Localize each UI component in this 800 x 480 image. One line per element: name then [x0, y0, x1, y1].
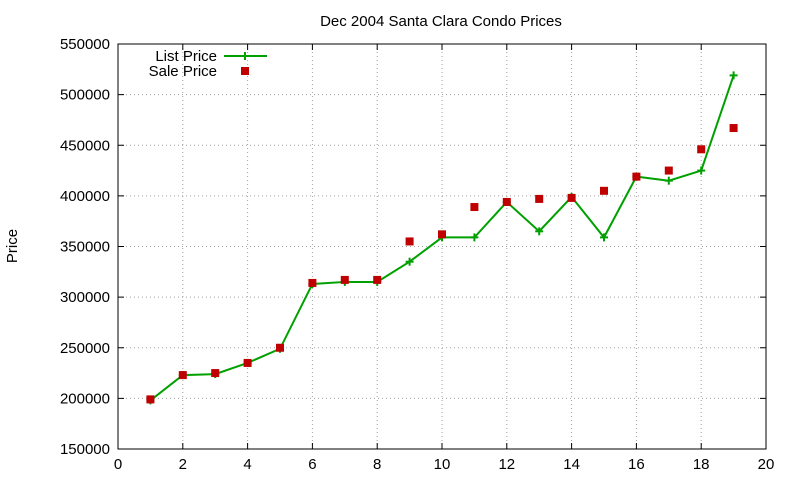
- x-tick-label: 4: [243, 456, 251, 473]
- sale-price-point: [729, 124, 738, 133]
- sale-price-point: [470, 203, 479, 212]
- sale-price-point: [340, 275, 349, 284]
- sale-price-point: [405, 237, 414, 246]
- sale-price-point: [535, 194, 544, 203]
- legend-label-sale-price: Sale Price: [149, 63, 217, 80]
- x-tick-label: 0: [114, 456, 122, 473]
- y-tick-label: 550000: [60, 36, 110, 53]
- y-tick-label: 500000: [60, 87, 110, 104]
- list-price-point: [405, 257, 414, 266]
- x-tick-label: 6: [308, 456, 316, 473]
- y-tick-label: 450000: [60, 137, 110, 154]
- y-axis-label: Price: [4, 229, 21, 263]
- sale-price-point: [502, 197, 511, 206]
- list-price-point: [470, 233, 479, 242]
- x-tick-label: 16: [628, 456, 645, 473]
- axes: 0 2 4 6 8 10 12 14 16 18 20 150000 200000 250000 30000…: [60, 36, 774, 473]
- x-tick-label: 8: [373, 456, 381, 473]
- sale-price-point: [567, 193, 576, 202]
- y-tick-label: 150000: [60, 441, 110, 458]
- y-tick-label: 300000: [60, 289, 110, 306]
- x-tick-label: 18: [693, 456, 710, 473]
- list-price-point: [729, 71, 738, 80]
- y-tick-label: 350000: [60, 239, 110, 256]
- list-price-point: [664, 176, 673, 185]
- legend-swatch-sale-price: [241, 67, 249, 75]
- legend-label-list-price: List Price: [155, 48, 217, 65]
- x-tick-label: 14: [563, 456, 580, 473]
- y-tick-label: 400000: [60, 188, 110, 205]
- x-tick-label: 10: [434, 456, 451, 473]
- grid: [118, 44, 766, 449]
- list-price-point: [535, 227, 544, 236]
- y-tick-label: 250000: [60, 340, 110, 357]
- list-price-point: [600, 233, 608, 242]
- list-price-point: [697, 166, 706, 175]
- sale-price-point: [373, 275, 382, 284]
- series: [146, 71, 738, 405]
- y-tick-label: 200000: [60, 390, 110, 407]
- plot-frame: [117, 43, 767, 450]
- sale-price-point: [146, 395, 155, 404]
- x-tick-label: 2: [179, 456, 187, 473]
- sale-price-point: [308, 278, 317, 287]
- sale-price-point: [211, 369, 220, 378]
- x-tick-label: 20: [758, 456, 775, 473]
- sale-price-point: [178, 371, 187, 380]
- x-tick-label: 12: [498, 456, 515, 473]
- sale-price-point: [697, 145, 706, 154]
- sale-price-point: [632, 172, 641, 181]
- sale-price-point: [243, 358, 252, 367]
- chart-title: Dec 2004 Santa Clara Condo Prices: [320, 13, 562, 30]
- sale-price-point: [276, 343, 284, 352]
- sale-price-point: [600, 186, 608, 195]
- sale-price-point: [438, 230, 446, 239]
- sale-price-point: [664, 166, 673, 175]
